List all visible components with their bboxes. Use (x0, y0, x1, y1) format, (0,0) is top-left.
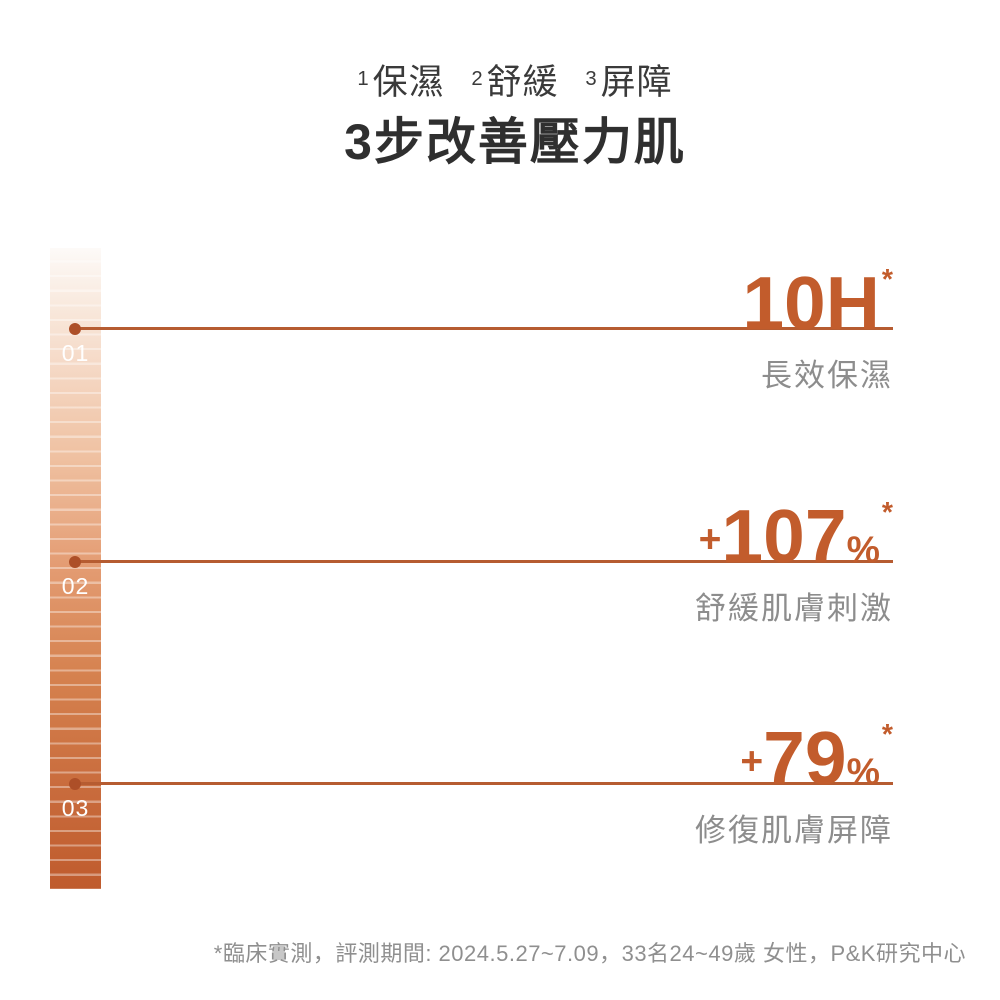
subtitle-part-1-text: 保濕 (372, 63, 445, 102)
subtitle-step-number-2: 2 (471, 67, 484, 90)
footnote: *臨床實測，評測期間: 2024.5.27~7.09，33名24~49歲 女性，… (213, 941, 966, 966)
subtitle-step-number-3: 3 (585, 67, 598, 90)
step-2-value-prefix: + (698, 517, 722, 561)
step-3-asterisk: * (881, 719, 893, 751)
step-2-value: +107%* (699, 499, 893, 574)
subtitle-part-1: 1保濕 (357, 63, 444, 102)
step-3-value-number: 79 (763, 716, 847, 800)
subtitle-part-2-text: 舒緩 (486, 63, 559, 102)
step-1-asterisk: * (881, 264, 893, 296)
subtitle-part-3-text: 屏障 (600, 63, 673, 102)
step-2-marker-dot-icon (69, 556, 81, 568)
title-block: 1保濕 2舒緩 3屏障 3步改善壓力肌 (15, 62, 1000, 172)
subtitle-part-2: 2舒緩 (471, 63, 558, 102)
step-3-value-unit: % (846, 750, 880, 792)
subtitle-step-number-1: 1 (357, 67, 370, 90)
step-2-value-unit: % (846, 528, 880, 570)
subtitle-part-3: 3屏障 (585, 63, 672, 102)
step-3-label: 修復肌膚屏障 (695, 813, 893, 848)
step-2-number: 02 (61, 573, 90, 599)
step-3-leader-line (75, 782, 893, 785)
step-3-number: 03 (61, 795, 90, 821)
step-2-asterisk: * (881, 497, 893, 529)
step-3-value-prefix: + (740, 739, 764, 783)
step-1-leader-line (75, 327, 893, 330)
subtitle: 1保濕 2舒緩 3屏障 (15, 62, 1000, 104)
step-1-value-number: 10H (742, 261, 880, 345)
step-2-leader-line (75, 560, 893, 563)
step-1-number: 01 (61, 340, 90, 366)
step-3-marker-dot-icon (69, 778, 81, 790)
step-2-label: 舒緩肌膚刺激 (695, 591, 893, 626)
step-1-marker-dot-icon (69, 323, 81, 335)
step-3-value: +79%* (740, 721, 893, 796)
step-1-value: 10H* (742, 266, 893, 341)
step-1-label: 長效保濕 (761, 358, 893, 393)
step-2-value-number: 107 (721, 494, 847, 578)
page-title: 3步改善壓力肌 (344, 114, 686, 170)
